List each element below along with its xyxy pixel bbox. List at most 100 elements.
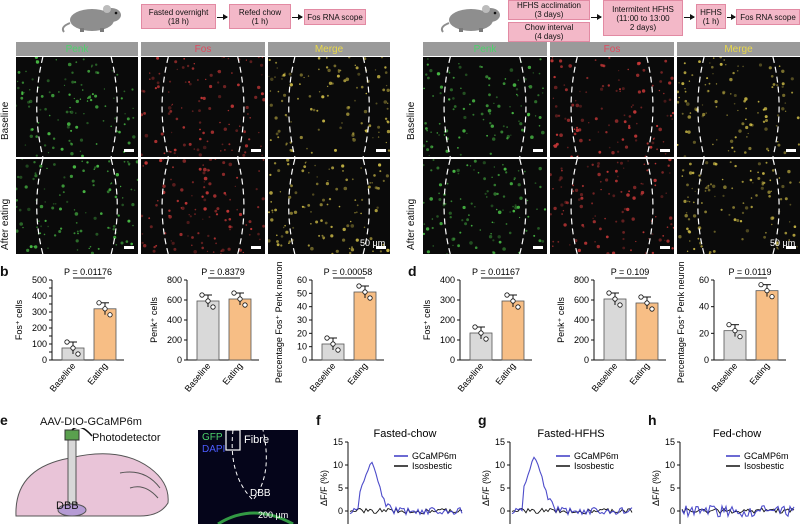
cell-dot [123,123,126,126]
cell-dot [238,212,243,217]
cell-dot [622,231,625,234]
cell-dot [670,223,673,226]
cell-dot [198,167,202,171]
cell-dot [514,206,518,210]
cell-dot [793,225,797,228]
cell-dot [228,123,230,126]
cell-dot [351,178,354,181]
cell-dot [432,95,435,97]
cell-dot [383,100,388,104]
region-boundary [519,57,527,157]
cell-dot [784,102,787,104]
cell-dot [495,208,498,211]
cell-dot [633,110,637,114]
cell-dot [315,182,319,186]
cell-dot [452,76,455,79]
flow-step-fos-scope-right: Fos RNA scope [736,9,800,25]
cell-dot [772,83,776,86]
cell-dot [47,247,49,249]
cell-dot [539,58,542,61]
cell-dot [40,225,42,228]
cell-dot [39,108,42,111]
cell-dot [581,184,584,188]
cell-dot [466,132,468,135]
cell-dot [104,105,107,108]
cell-dot [354,212,356,214]
legend-label: GCaMP6m [574,451,619,461]
cell-dot [288,240,291,243]
cell-dot [90,66,93,68]
cell-dot [502,209,504,211]
chart-title: Fed-chow [713,428,761,440]
cell-dot [172,183,176,187]
cell-dot [784,231,788,235]
cell-dot [151,76,155,80]
cell-dot [191,181,194,184]
data-point [242,302,248,308]
cell-dot [534,100,538,104]
cell-dot [436,166,440,170]
cell-dot [132,107,134,109]
cell-dot [752,182,754,184]
cell-dot [27,100,31,104]
cell-dot [557,114,561,117]
cell-dot [382,88,386,92]
cell-dot [671,118,673,120]
cell-dot [662,235,665,237]
cell-dot [312,193,315,196]
cell-dot [67,62,72,67]
cell-dot [215,242,217,245]
speckle-layer [677,57,800,157]
cell-dot [635,240,637,243]
data-point [483,336,489,342]
cell-dot [95,232,99,236]
micro-image [677,159,800,254]
cell-dot [534,182,537,184]
cell-dot [713,230,716,233]
cell-dot [457,172,460,175]
cell-dot [107,226,110,229]
cell-dot [377,136,380,138]
cell-dot [301,205,304,208]
cell-dot [25,164,29,168]
cell-dot [355,211,358,214]
cell-dot [658,238,662,242]
cell-dot [493,192,497,196]
scale-bar [376,149,386,152]
cell-dot [322,119,326,123]
cell-dot [259,238,261,241]
cell-dot [725,64,727,66]
cell-dot [113,235,117,239]
cell-dot [205,191,209,195]
cell-dot [219,121,221,124]
cell-dot [75,125,79,129]
cell-dot [111,69,114,72]
cell-dot [624,145,629,149]
scale-label-left: 50 μm [360,238,386,248]
region-boundary [443,159,451,254]
cell-dot [36,226,38,228]
cell-dot [79,150,82,152]
cell-dot [202,164,204,166]
cell-dot [43,144,47,147]
cell-dot [274,208,277,212]
cell-dot [69,106,71,109]
cell-dot [691,187,693,190]
cell-dot [40,95,44,98]
cell-dot [174,60,178,64]
cell-dot [82,169,85,172]
cell-dot [155,244,158,247]
cell-dot [572,190,575,193]
cell-dot [470,224,473,227]
cell-dot [771,86,774,89]
cell-dot [448,98,451,101]
data-point [237,296,243,302]
cell-dot [97,247,100,250]
cell-dot [627,68,629,71]
cell-dot [81,154,84,157]
cell-dot [257,232,260,236]
cell-dot [123,160,126,163]
cell-dot [326,85,329,88]
cell-dot [73,232,76,235]
cell-dot [182,143,186,147]
